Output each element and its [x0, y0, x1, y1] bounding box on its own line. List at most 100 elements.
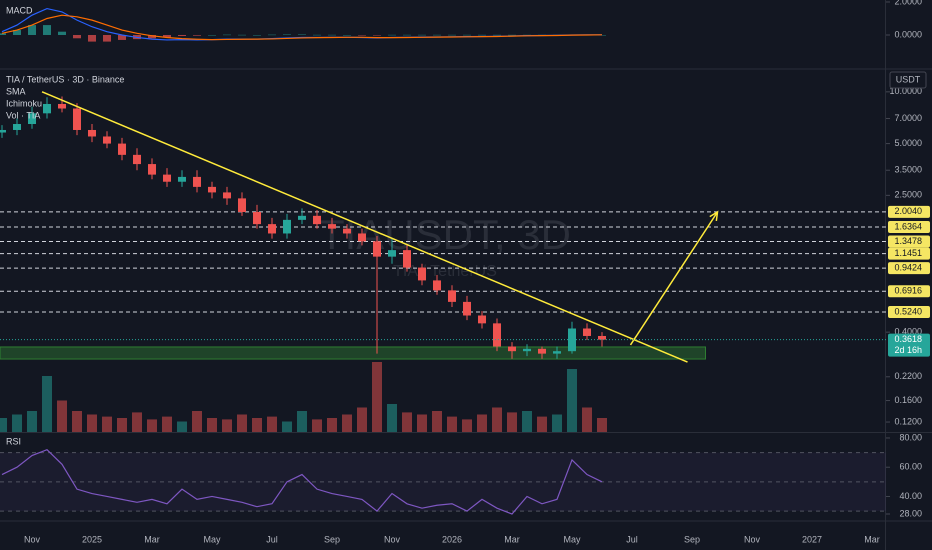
level-label: 1.3478 [894, 236, 922, 246]
y-tick-label: 7.0000 [894, 113, 922, 123]
candle-body [328, 224, 336, 229]
volume-bar [387, 404, 397, 432]
macd-histogram-bar [73, 34, 81, 39]
candle-body [253, 211, 261, 225]
macd-histogram-bar [418, 34, 426, 36]
candle-body [508, 346, 516, 352]
candle-body [433, 280, 441, 291]
trendline [41, 91, 688, 363]
volume-bar [0, 418, 7, 432]
candle-body [103, 136, 111, 144]
level-label-box [888, 285, 930, 298]
candle-body [43, 103, 51, 114]
volume-bar [207, 418, 217, 432]
candle-body [58, 103, 66, 109]
macd-histogram-bar [373, 34, 381, 36]
x-tick-label: Mar [144, 534, 160, 544]
volume-bar [342, 414, 352, 432]
volume-bar [447, 416, 457, 432]
level-label-box [888, 247, 930, 260]
x-tick-label: Sep [684, 534, 700, 544]
macd-histogram-bar [238, 34, 246, 36]
volume-bar [297, 411, 307, 432]
volume-bar [42, 376, 52, 432]
y-tick-label: 2.0000 [894, 0, 922, 6]
y-tick-label: 0.4000 [894, 327, 922, 337]
watermark: TIAUSDT, 3D [319, 211, 571, 258]
macd-histogram-bar [328, 34, 336, 36]
candle-body [163, 174, 171, 182]
volume-bar [537, 416, 547, 432]
x-tick-label: Nov [744, 534, 761, 544]
x-tick-label: May [203, 534, 221, 544]
volume-bar [462, 419, 472, 432]
volume-bar [357, 407, 367, 432]
volume-bar [12, 414, 22, 432]
volume-bar [192, 411, 202, 432]
macd-histogram-bar [343, 34, 351, 36]
macd-histogram-bar [478, 34, 486, 36]
macd-histogram-bar [58, 31, 66, 35]
arrow-head [709, 210, 719, 222]
candle-body [388, 250, 396, 257]
volume-bar [132, 412, 142, 432]
volume-bar [177, 421, 187, 432]
volume-bar [117, 418, 127, 432]
macd-histogram-bar [253, 34, 261, 36]
volume-bar [402, 412, 412, 432]
macd-histogram-bar [433, 34, 441, 36]
macd-histogram-bar [508, 34, 516, 36]
volume-bar [432, 411, 442, 432]
macd-histogram-bar [358, 34, 366, 36]
macd-histogram-bar [448, 34, 456, 36]
macd-histogram-bar [43, 25, 51, 35]
macd-histogram-bar [28, 25, 36, 35]
candle-body [523, 348, 531, 352]
candle-body [73, 108, 81, 130]
macd-histogram-bar [103, 34, 111, 42]
y-tick-label: 2.5000 [894, 190, 922, 200]
unit-box[interactable] [889, 71, 927, 89]
macd-histogram-bar [118, 34, 126, 40]
indicator-label: Vol · TIA [6, 110, 40, 120]
x-tick-label: Jul [626, 534, 638, 544]
macd-histogram-bar [178, 34, 186, 36]
indicator-label: SMA [6, 86, 26, 96]
level-label-box [888, 262, 930, 275]
volume-bar [87, 414, 97, 432]
y-tick-label: 10.0000 [889, 86, 922, 96]
level-label-box [888, 235, 930, 248]
volume-bar [282, 421, 292, 432]
candle-body [493, 323, 501, 347]
macd-histogram-bar [148, 34, 156, 39]
x-tick-label: 2026 [442, 534, 462, 544]
macd-histogram-bar [13, 30, 21, 35]
candle-body [133, 154, 141, 165]
macd-histogram-bar [208, 34, 216, 36]
candle-body [283, 219, 291, 234]
support-zone [0, 346, 707, 360]
volume-bar [327, 418, 337, 432]
y-tick-label: 60.00 [899, 462, 922, 472]
volume-bar [492, 407, 502, 432]
candle-body [238, 198, 246, 212]
macd-histogram-bar [163, 34, 171, 38]
y-tick-label: 40.00 [899, 491, 922, 501]
macd-histogram-bar [388, 34, 396, 36]
rsi-title: RSI [6, 436, 21, 446]
volume-bar [252, 418, 262, 432]
x-tick-label: Mar [864, 534, 880, 544]
volume-bar [27, 411, 37, 432]
y-tick-label: 0.1600 [894, 395, 922, 405]
candle-body [193, 176, 201, 187]
candle-body [28, 113, 36, 125]
volume-bar [507, 412, 517, 432]
countdown-label: 2d 16h [894, 345, 922, 355]
candle-body [268, 224, 276, 234]
chart-title: TIA / TetherUS · 3D · Binance [6, 74, 124, 84]
macd-histogram-bar [463, 34, 471, 36]
macd-histogram-bar [223, 34, 231, 36]
volume-bar [147, 419, 157, 432]
